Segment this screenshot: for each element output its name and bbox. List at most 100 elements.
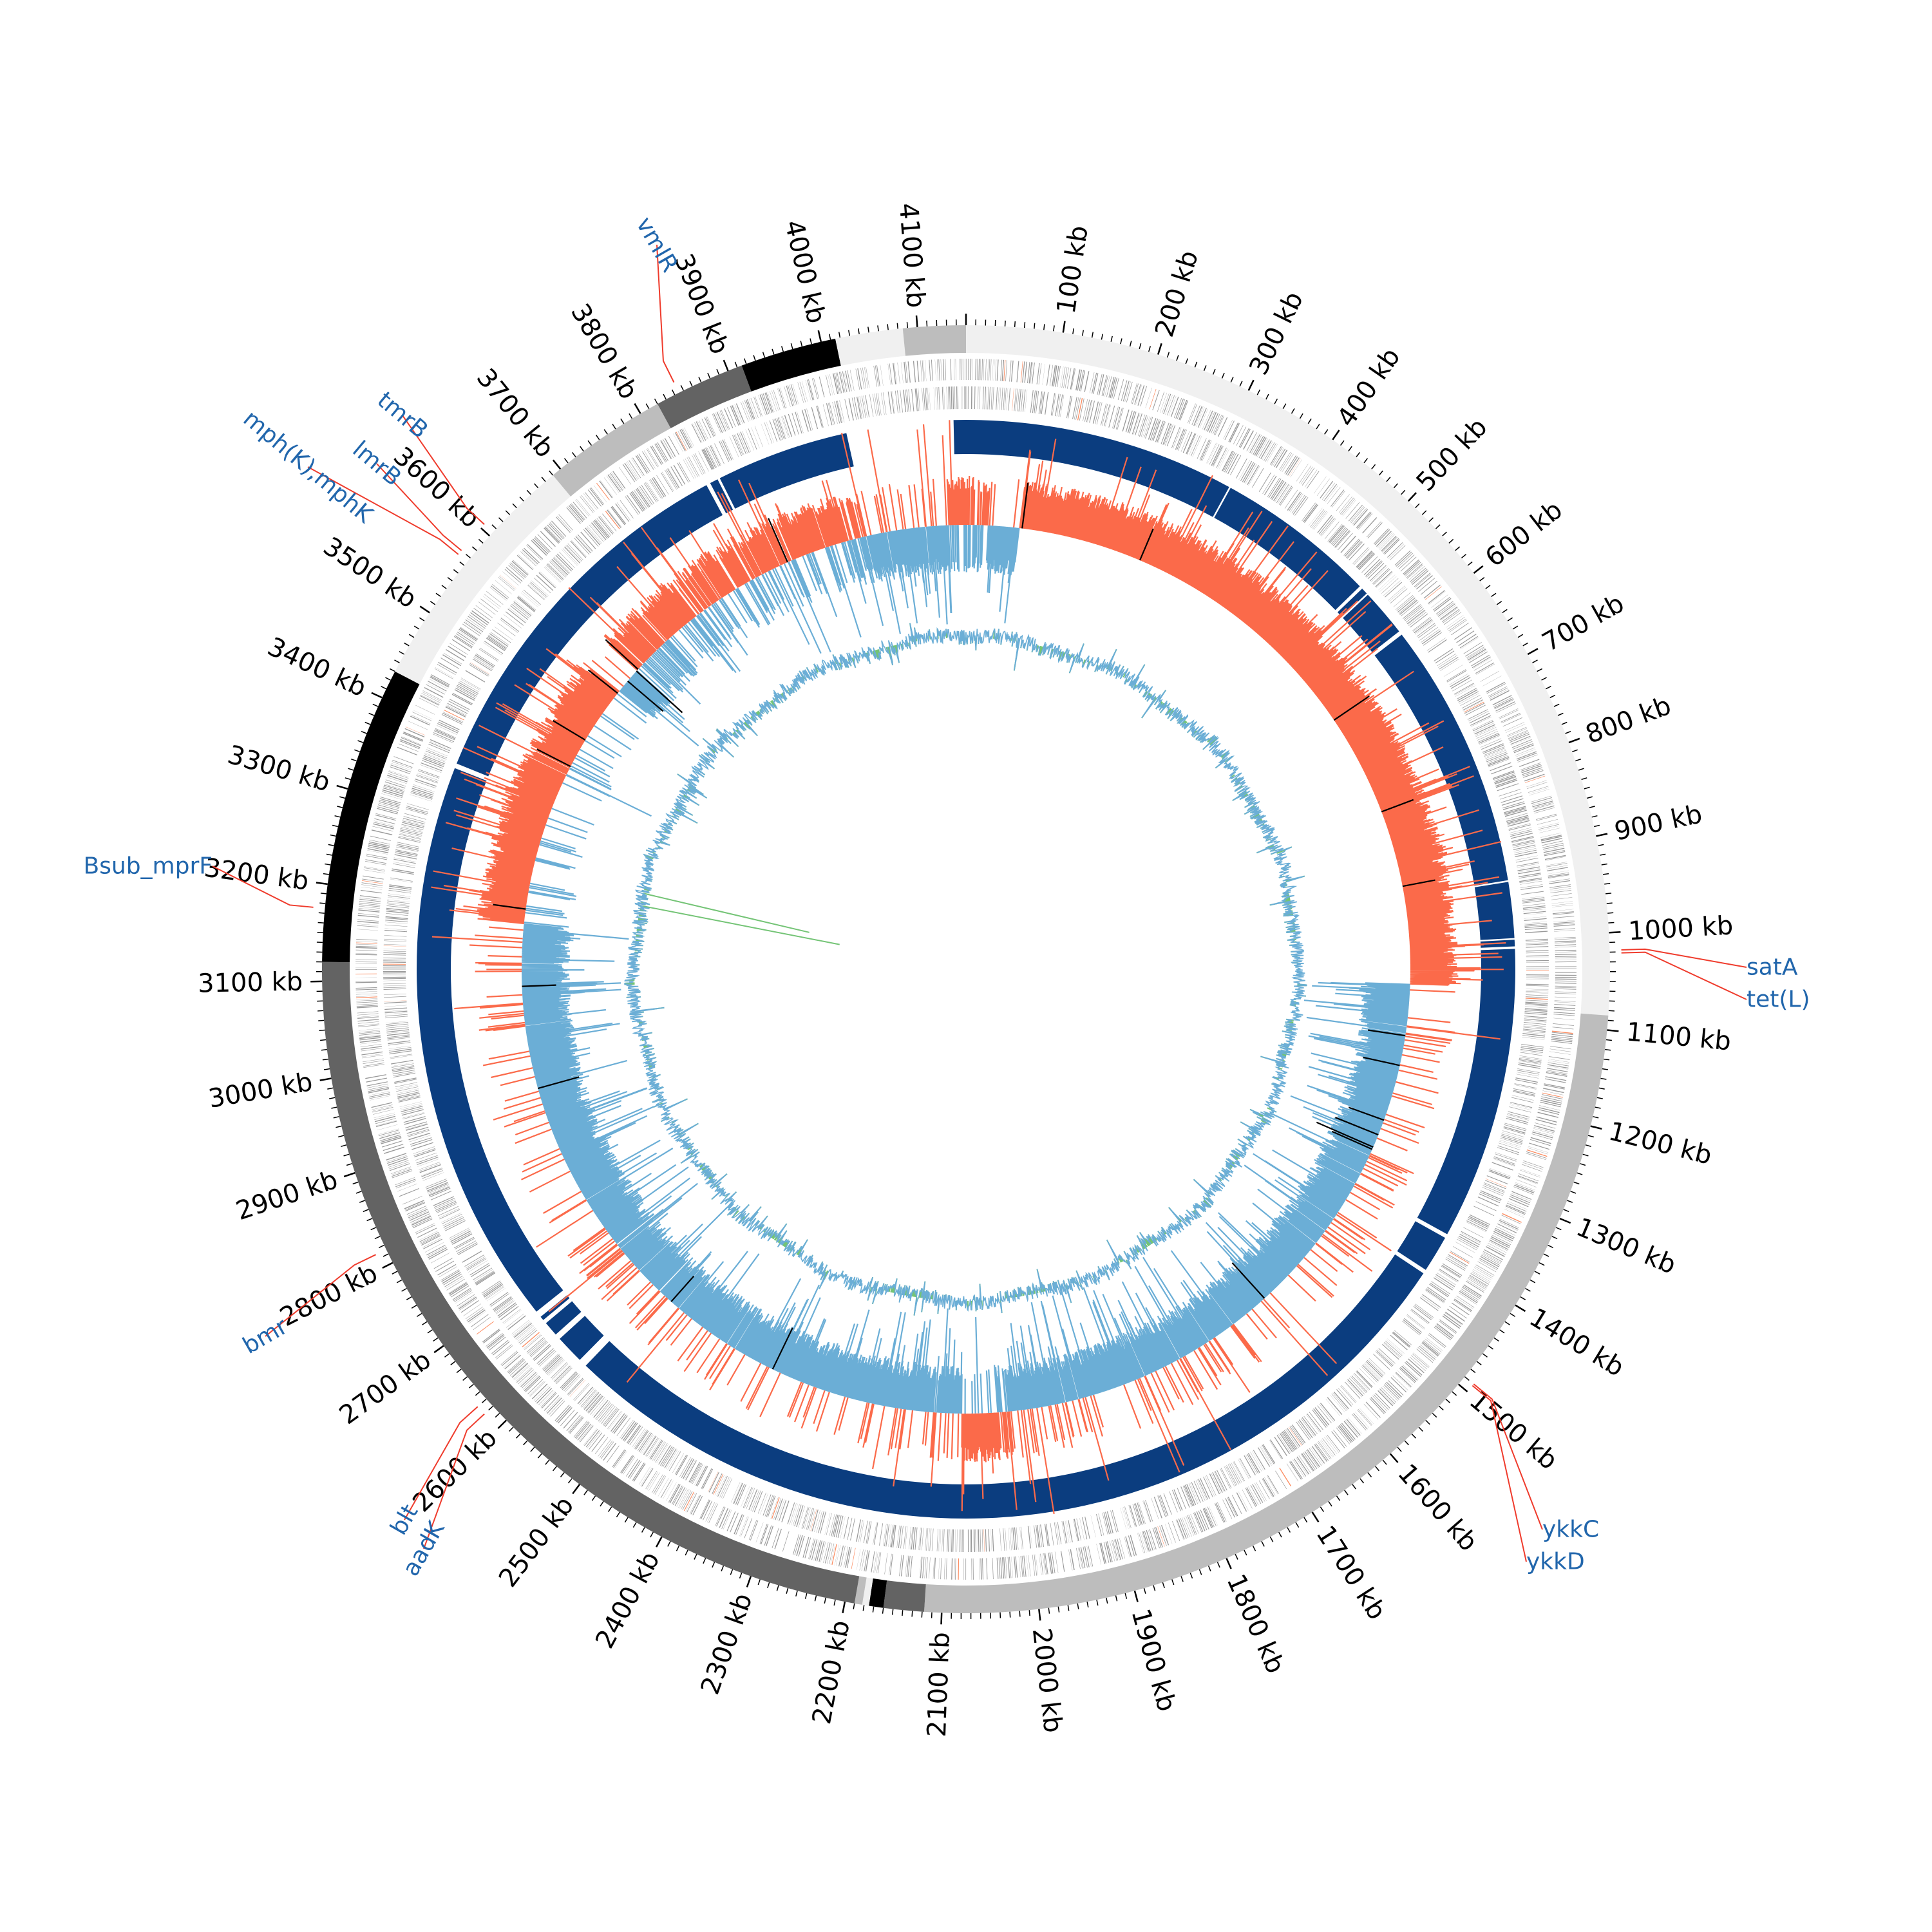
tick-label: 2100 kb (922, 1631, 956, 1738)
tick-label: 4000 kb (779, 217, 831, 326)
gene-leader-line (376, 463, 462, 551)
gene-leader-line (1621, 948, 1747, 968)
tick-label: 2000 kb (1027, 1627, 1068, 1734)
gene-leader-line (423, 1413, 485, 1549)
alignment-block (559, 1316, 604, 1360)
contig-segment (869, 1578, 887, 1608)
tick-label: 3400 kb (263, 632, 370, 703)
contig-segment (862, 1577, 873, 1606)
gc-content-track (624, 623, 1307, 1316)
tick-label: 1300 kb (1572, 1212, 1680, 1280)
major-ticks (310, 314, 1621, 1625)
contig-segment (322, 671, 420, 963)
tick-label: 600 kb (1480, 495, 1568, 573)
alignment-block (1397, 1221, 1446, 1270)
minor-ticks (316, 319, 1616, 1619)
tick-label: 700 kb (1537, 589, 1629, 658)
gene-leader-line (656, 244, 675, 383)
alignment-track (416, 420, 1515, 1519)
alignment-block (1343, 594, 1399, 653)
gene-label: ykkC (1542, 1517, 1599, 1543)
gene-label: tmrB (372, 387, 433, 444)
tick-label: 2700 kb (334, 1345, 437, 1431)
alignment-block (545, 1301, 582, 1335)
tick-label: 400 kb (1331, 343, 1406, 432)
tick-label: 1200 kb (1605, 1117, 1714, 1171)
gene-leader-line (1472, 1385, 1527, 1562)
alignment-block (457, 485, 723, 777)
tick-label: 1700 kb (1310, 1520, 1391, 1625)
gene-label: Bsub_mprF (83, 853, 213, 880)
gene-label: vmlR (630, 213, 683, 277)
tick-label: 3100 kb (198, 967, 303, 998)
alignment-block (1474, 882, 1515, 940)
gene-leader-line (265, 1254, 376, 1337)
tick-label: 200 kb (1150, 247, 1204, 341)
contig-segment (657, 365, 752, 428)
gene-leader-line (404, 1406, 478, 1520)
tick-label: 3800 kb (565, 299, 643, 404)
tick-label: 1500 kb (1464, 1385, 1563, 1475)
alignment-block (1417, 949, 1515, 1235)
tick-label: 3000 kb (206, 1067, 315, 1114)
gene-leader-line (212, 866, 314, 908)
gc-content-line (624, 623, 1307, 1316)
contig-ring (322, 325, 1610, 1613)
gene-label: tet(L) (1747, 987, 1810, 1013)
gc-skew-track (431, 420, 1506, 1514)
contig-segment (322, 961, 860, 1604)
tick-label: 900 kb (1612, 799, 1705, 846)
gene-label: mph(K),mphK (238, 406, 379, 529)
tick-label: 1600 kb (1392, 1459, 1483, 1557)
gene-leader-line (307, 466, 459, 555)
contig-segment (395, 475, 571, 685)
gc-skew-outlier (493, 482, 1435, 1370)
tick-label: 500 kb (1411, 412, 1493, 497)
gene-label: ykkD (1526, 1549, 1585, 1575)
gene-label: satA (1747, 954, 1798, 981)
tick-label: 1800 kb (1221, 1570, 1291, 1678)
tick-label: 1400 kb (1524, 1303, 1629, 1383)
contig-segment (883, 1580, 926, 1612)
tick-label: 3600 kb (388, 441, 486, 534)
contig-segment (553, 404, 671, 497)
tick-label: 100 kb (1052, 223, 1094, 316)
alignment-block (953, 420, 966, 455)
tick-label: 2800 kb (276, 1258, 383, 1332)
contig-segment (854, 1576, 867, 1605)
tick-label: 2300 kb (696, 1589, 759, 1698)
gene-leader-line (1473, 1383, 1543, 1530)
tick-label: 800 kb (1582, 691, 1675, 750)
contig-segment (923, 1013, 1609, 1613)
tick-label: 2500 kb (493, 1491, 580, 1593)
gene-label: lmrB (347, 436, 406, 491)
gene-leader-line (402, 415, 485, 526)
tick-label: 300 kb (1244, 287, 1309, 380)
tick-label: 1900 kb (1126, 1605, 1182, 1714)
tick-label: 3200 kb (202, 853, 310, 896)
tick-label: 4100 kb (893, 202, 931, 309)
gc-content-deviation (624, 623, 1307, 1316)
contig-segment (835, 328, 905, 366)
tick-label: 3700 kb (471, 363, 560, 464)
alignment-block (719, 433, 854, 509)
alignment-block (585, 1254, 1424, 1519)
alignment-block (416, 768, 564, 1312)
alignment-block (966, 420, 1229, 517)
tick-label: 3300 kb (224, 740, 333, 798)
gc-skew-positive (431, 420, 1506, 1514)
gc-skew-negative (521, 524, 1410, 1414)
tick-label: 2600 kb (407, 1423, 503, 1518)
gene-leader-line (1621, 951, 1747, 1000)
tick-label: 1000 kb (1627, 911, 1734, 946)
contig-segment (902, 325, 966, 356)
tick-label: 2200 kb (807, 1618, 856, 1727)
alignment-block (1374, 634, 1508, 886)
tick-label: 3500 kb (318, 531, 422, 614)
tick-label: 1100 kb (1625, 1017, 1732, 1056)
contig-segment (741, 338, 841, 392)
tick-label: 2900 kb (232, 1165, 341, 1226)
tick-label: 2400 kb (590, 1547, 666, 1653)
alignment-block (1214, 488, 1360, 611)
